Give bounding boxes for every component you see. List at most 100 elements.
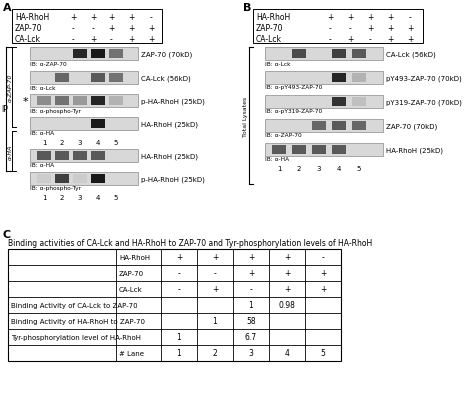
Text: +: +: [176, 253, 182, 262]
Text: 1: 1: [177, 333, 182, 342]
Text: 5: 5: [114, 140, 118, 146]
Bar: [12, 10, 162, 44]
Bar: [73, 97, 87, 106]
Text: IB: α-ZAP-70: IB: α-ZAP-70: [265, 133, 302, 138]
Text: CA-Lck: CA-Lck: [15, 35, 41, 44]
Text: p-HA-RhoH (25kD): p-HA-RhoH (25kD): [141, 176, 205, 182]
Text: +: +: [367, 24, 373, 33]
Bar: [265, 48, 383, 61]
Text: -: -: [72, 24, 74, 33]
Text: IB: α-phospho-Tyr: IB: α-phospho-Tyr: [30, 108, 81, 113]
Bar: [352, 74, 366, 83]
Bar: [55, 74, 69, 83]
Text: 1: 1: [277, 166, 281, 172]
Text: 2: 2: [60, 140, 64, 146]
Text: A: A: [3, 3, 12, 13]
Text: 2: 2: [60, 194, 64, 200]
Bar: [91, 120, 105, 129]
Text: -: -: [369, 35, 371, 44]
Text: 4: 4: [96, 140, 100, 146]
Text: CA-Lck (56kD): CA-Lck (56kD): [141, 75, 191, 81]
Text: -: -: [322, 253, 324, 262]
Text: 1: 1: [213, 317, 218, 326]
Text: +: +: [387, 24, 393, 33]
Text: IP: IP: [1, 105, 8, 114]
Bar: [332, 74, 346, 83]
Text: +: +: [128, 24, 134, 33]
Bar: [37, 97, 51, 106]
Text: Binding activities of CA-Lck and HA-RhoH to ZAP-70 and Tyr-phosphorylation level: Binding activities of CA-Lck and HA-RhoH…: [8, 239, 372, 247]
Text: p-HA-RhoH (25kD): p-HA-RhoH (25kD): [141, 98, 205, 105]
Bar: [73, 174, 87, 184]
Bar: [30, 118, 138, 131]
Text: -: -: [109, 35, 112, 44]
Text: CA-Lck (56kD): CA-Lck (56kD): [386, 51, 436, 58]
Text: +: +: [284, 285, 290, 294]
Text: +: +: [407, 24, 413, 33]
Text: Total Lysates: Total Lysates: [244, 96, 248, 136]
Bar: [73, 50, 87, 59]
Bar: [30, 150, 138, 162]
Bar: [352, 50, 366, 59]
Text: HA-RhoH (25kD): HA-RhoH (25kD): [386, 147, 443, 153]
Text: ZAP-70: ZAP-70: [15, 24, 43, 33]
Text: +: +: [284, 253, 290, 262]
Text: +: +: [347, 35, 353, 44]
Text: *: *: [23, 96, 28, 106]
Text: Binding Activity of CA-Lck to ZAP-70: Binding Activity of CA-Lck to ZAP-70: [11, 302, 137, 308]
Text: HA-RhoH: HA-RhoH: [119, 254, 150, 260]
Bar: [109, 97, 123, 106]
Bar: [265, 96, 383, 109]
Text: 3: 3: [78, 140, 82, 146]
Text: pY493-ZAP-70 (70kD): pY493-ZAP-70 (70kD): [386, 75, 462, 81]
Text: IB: α-phospho-Tyr: IB: α-phospho-Tyr: [30, 186, 81, 191]
Bar: [37, 174, 51, 184]
Text: 1: 1: [42, 194, 46, 200]
Text: IB: α-Lck: IB: α-Lck: [30, 85, 55, 90]
Text: +: +: [90, 13, 96, 22]
Text: +: +: [320, 285, 326, 294]
Bar: [265, 72, 383, 85]
Text: +: +: [148, 35, 154, 44]
Text: 2: 2: [297, 166, 301, 172]
Text: 6.7: 6.7: [245, 333, 257, 342]
Bar: [91, 152, 105, 160]
Bar: [352, 122, 366, 131]
Bar: [55, 97, 69, 106]
Text: -: -: [150, 13, 152, 22]
Text: 1: 1: [249, 301, 254, 310]
Text: +: +: [387, 13, 393, 22]
Bar: [352, 98, 366, 107]
Text: HA-RhoH: HA-RhoH: [15, 13, 49, 22]
Bar: [55, 174, 69, 184]
Text: IB: α-ZAP-70: IB: α-ZAP-70: [30, 61, 67, 66]
Text: IB: α-pY319-ZAP-70: IB: α-pY319-ZAP-70: [265, 109, 322, 114]
Text: HA-RhoH: HA-RhoH: [256, 13, 290, 22]
Text: 4: 4: [96, 194, 100, 200]
Text: 3: 3: [317, 166, 321, 172]
Text: -: -: [328, 35, 331, 44]
Text: IB: α-Lck: IB: α-Lck: [265, 61, 291, 66]
Bar: [332, 122, 346, 131]
Bar: [272, 146, 286, 155]
Text: α-HA: α-HA: [8, 144, 12, 159]
Text: C: C: [3, 229, 11, 239]
Text: +: +: [148, 24, 154, 33]
Text: 1: 1: [42, 140, 46, 146]
Bar: [332, 50, 346, 59]
Text: IB: α-HA: IB: α-HA: [30, 131, 54, 136]
Text: +: +: [128, 35, 134, 44]
Text: -: -: [178, 285, 181, 294]
Bar: [292, 146, 306, 155]
Text: +: +: [212, 285, 218, 294]
Text: -: -: [328, 24, 331, 33]
Text: Tyr-phosphorylation level of HA-RhoH: Tyr-phosphorylation level of HA-RhoH: [11, 334, 141, 340]
Text: 4: 4: [284, 348, 290, 358]
Bar: [91, 74, 105, 83]
Text: ZAP-70 (70kD): ZAP-70 (70kD): [141, 51, 192, 58]
Text: 4: 4: [337, 166, 341, 172]
Bar: [265, 120, 383, 133]
Text: +: +: [248, 253, 254, 262]
Text: +: +: [108, 24, 114, 33]
Bar: [8, 249, 341, 361]
